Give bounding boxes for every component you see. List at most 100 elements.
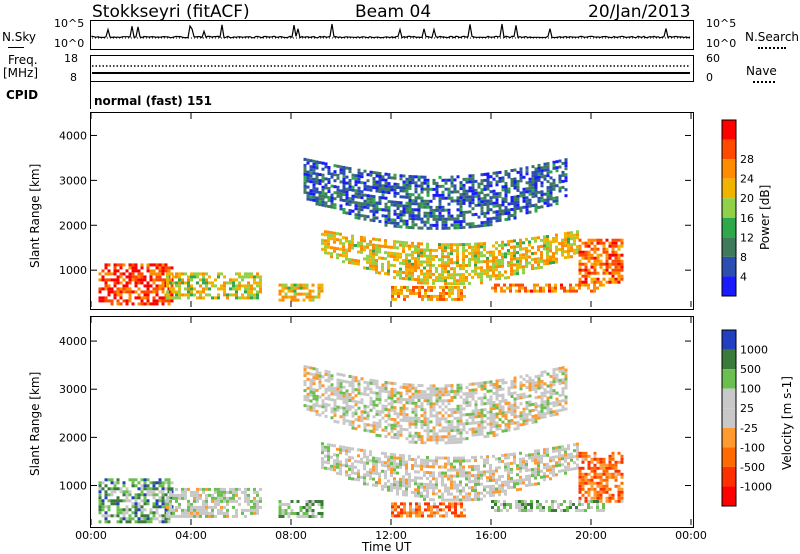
heatmap-cell-power: [435, 249, 438, 252]
heatmap-cell-power: [563, 286, 566, 290]
heatmap-cell-power: [363, 193, 367, 197]
heatmap-cell-velocity: [420, 426, 424, 430]
heatmap-cell-power: [459, 276, 462, 280]
heatmap-cell-power: [116, 269, 120, 273]
heatmap-cell-velocity: [420, 396, 424, 400]
heatmap-cell-velocity: [169, 499, 172, 503]
heatmap-cell-power: [187, 284, 190, 288]
heatmap-cell-power: [537, 245, 540, 249]
heatmap-cell-velocity: [357, 385, 361, 389]
heatmap-cell-power: [540, 253, 543, 257]
heatmap-cell-power: [468, 177, 472, 181]
heatmap-cell-velocity: [516, 479, 519, 483]
heatmap-cell-velocity: [169, 490, 172, 494]
heatmap-cell-velocity: [468, 427, 472, 431]
heatmap-cell-velocity: [415, 502, 418, 506]
heatmap-cell-power: [256, 290, 259, 294]
heatmap-cell-velocity: [459, 395, 463, 399]
heatmap-cell-power: [459, 243, 462, 247]
heatmap-cell-velocity: [510, 395, 514, 398]
heatmap-cell-velocity: [549, 392, 553, 396]
heatmap-cell-velocity: [393, 483, 396, 487]
heatmap-cell-power: [495, 216, 499, 220]
heatmap-cell-velocity: [543, 403, 547, 407]
heatmap-cell-power: [522, 187, 526, 191]
heatmap-cell-power: [125, 284, 129, 288]
heatmap-cell-velocity: [318, 374, 322, 378]
heatmap-cell-power: [330, 193, 334, 197]
heatmap-cell-power: [543, 198, 547, 202]
heatmap-cell-velocity: [420, 458, 423, 462]
heatmap-cell-power: [363, 257, 366, 261]
heatmap-cell-power: [140, 299, 144, 303]
heatmap-cell-power: [247, 284, 250, 288]
heatmap-cell-power: [420, 220, 424, 224]
heatmap-cell-power: [408, 199, 412, 202]
heatmap-cell-velocity: [519, 414, 523, 418]
heatmap-cell-velocity: [429, 399, 433, 403]
heatmap-cell-velocity: [480, 473, 483, 477]
heatmap-cell-power: [438, 184, 442, 188]
heatmap-cell-power: [193, 293, 196, 297]
heatmap-cell-power: [444, 267, 447, 271]
heatmap-cell-power: [357, 171, 361, 175]
heatmap-cell-power: [495, 198, 499, 202]
heatmap-cell-power: [561, 170, 565, 174]
heatmap-cell-velocity: [432, 486, 435, 490]
heatmap-cell-velocity: [104, 517, 108, 521]
heatmap-cell-velocity: [566, 509, 569, 512]
heatmap-cell-velocity: [122, 499, 126, 503]
heatmap-cell-power: [480, 221, 484, 225]
heatmap-cell-power: [208, 293, 211, 297]
heatmap-cell-velocity: [441, 477, 444, 481]
heatmap-cell-power: [459, 282, 462, 286]
heatmap-cell-power: [546, 259, 549, 262]
heatmap-cell-velocity: [400, 514, 403, 518]
heatmap-cell-power: [357, 174, 361, 178]
heatmap-cell-power: [414, 214, 418, 218]
heatmap-cell-power: [486, 250, 489, 254]
heatmap-cell-power: [184, 287, 187, 291]
heatmap-cell-velocity: [327, 452, 330, 456]
heatmap-cell-velocity: [378, 472, 381, 476]
heatmap-cell-velocity: [463, 508, 466, 512]
heatmap-cell-power: [438, 175, 442, 179]
heatmap-cell-velocity: [454, 511, 457, 515]
heatmap-cell-velocity: [436, 508, 439, 512]
noise-search-label: N.Search: [745, 30, 800, 44]
heatmap-cell-power: [411, 208, 415, 212]
heatmap-cell-velocity: [501, 480, 504, 484]
heatmap-cell-power: [516, 182, 520, 186]
heatmap-cell-velocity: [438, 489, 441, 493]
heatmap-cell-velocity: [390, 468, 393, 471]
heatmap-cell-velocity: [306, 398, 310, 402]
heatmap-cell-power: [444, 243, 447, 247]
heatmap-cell-power: [408, 262, 411, 266]
heatmap-cell-power: [444, 217, 448, 221]
heatmap-cell-power: [426, 220, 430, 224]
heatmap-cell-velocity: [599, 493, 603, 497]
heatmap-cell-power: [119, 290, 123, 294]
heatmap-cell-power: [299, 292, 303, 296]
heatmap-cell-velocity: [116, 496, 120, 500]
heatmap-cell-velocity: [116, 502, 120, 506]
heatmap-cell-power: [450, 276, 453, 280]
heatmap-cell-velocity: [345, 464, 348, 468]
heatmap-cell-velocity: [447, 408, 451, 412]
heatmap-cell-power: [465, 243, 468, 246]
heatmap-cell-power: [405, 225, 409, 229]
heatmap-cell-velocity: [387, 485, 390, 489]
heatmap-cell-power: [521, 286, 524, 290]
heatmap-cell-velocity: [414, 431, 418, 435]
heatmap-cell-power: [110, 272, 114, 276]
heatmap-cell-power: [336, 173, 340, 177]
heatmap-cell-velocity: [420, 384, 424, 388]
heatmap-cell-velocity: [438, 387, 442, 391]
heatmap-cell-power: [599, 259, 603, 263]
heatmap-cell-velocity: [372, 400, 376, 404]
heatmap-cell-power: [551, 289, 554, 293]
heatmap-cell-velocity: [336, 396, 340, 400]
heatmap-cell-power: [442, 294, 445, 298]
heatmap-cell-power: [525, 196, 529, 200]
heatmap-cell-power: [555, 236, 558, 240]
